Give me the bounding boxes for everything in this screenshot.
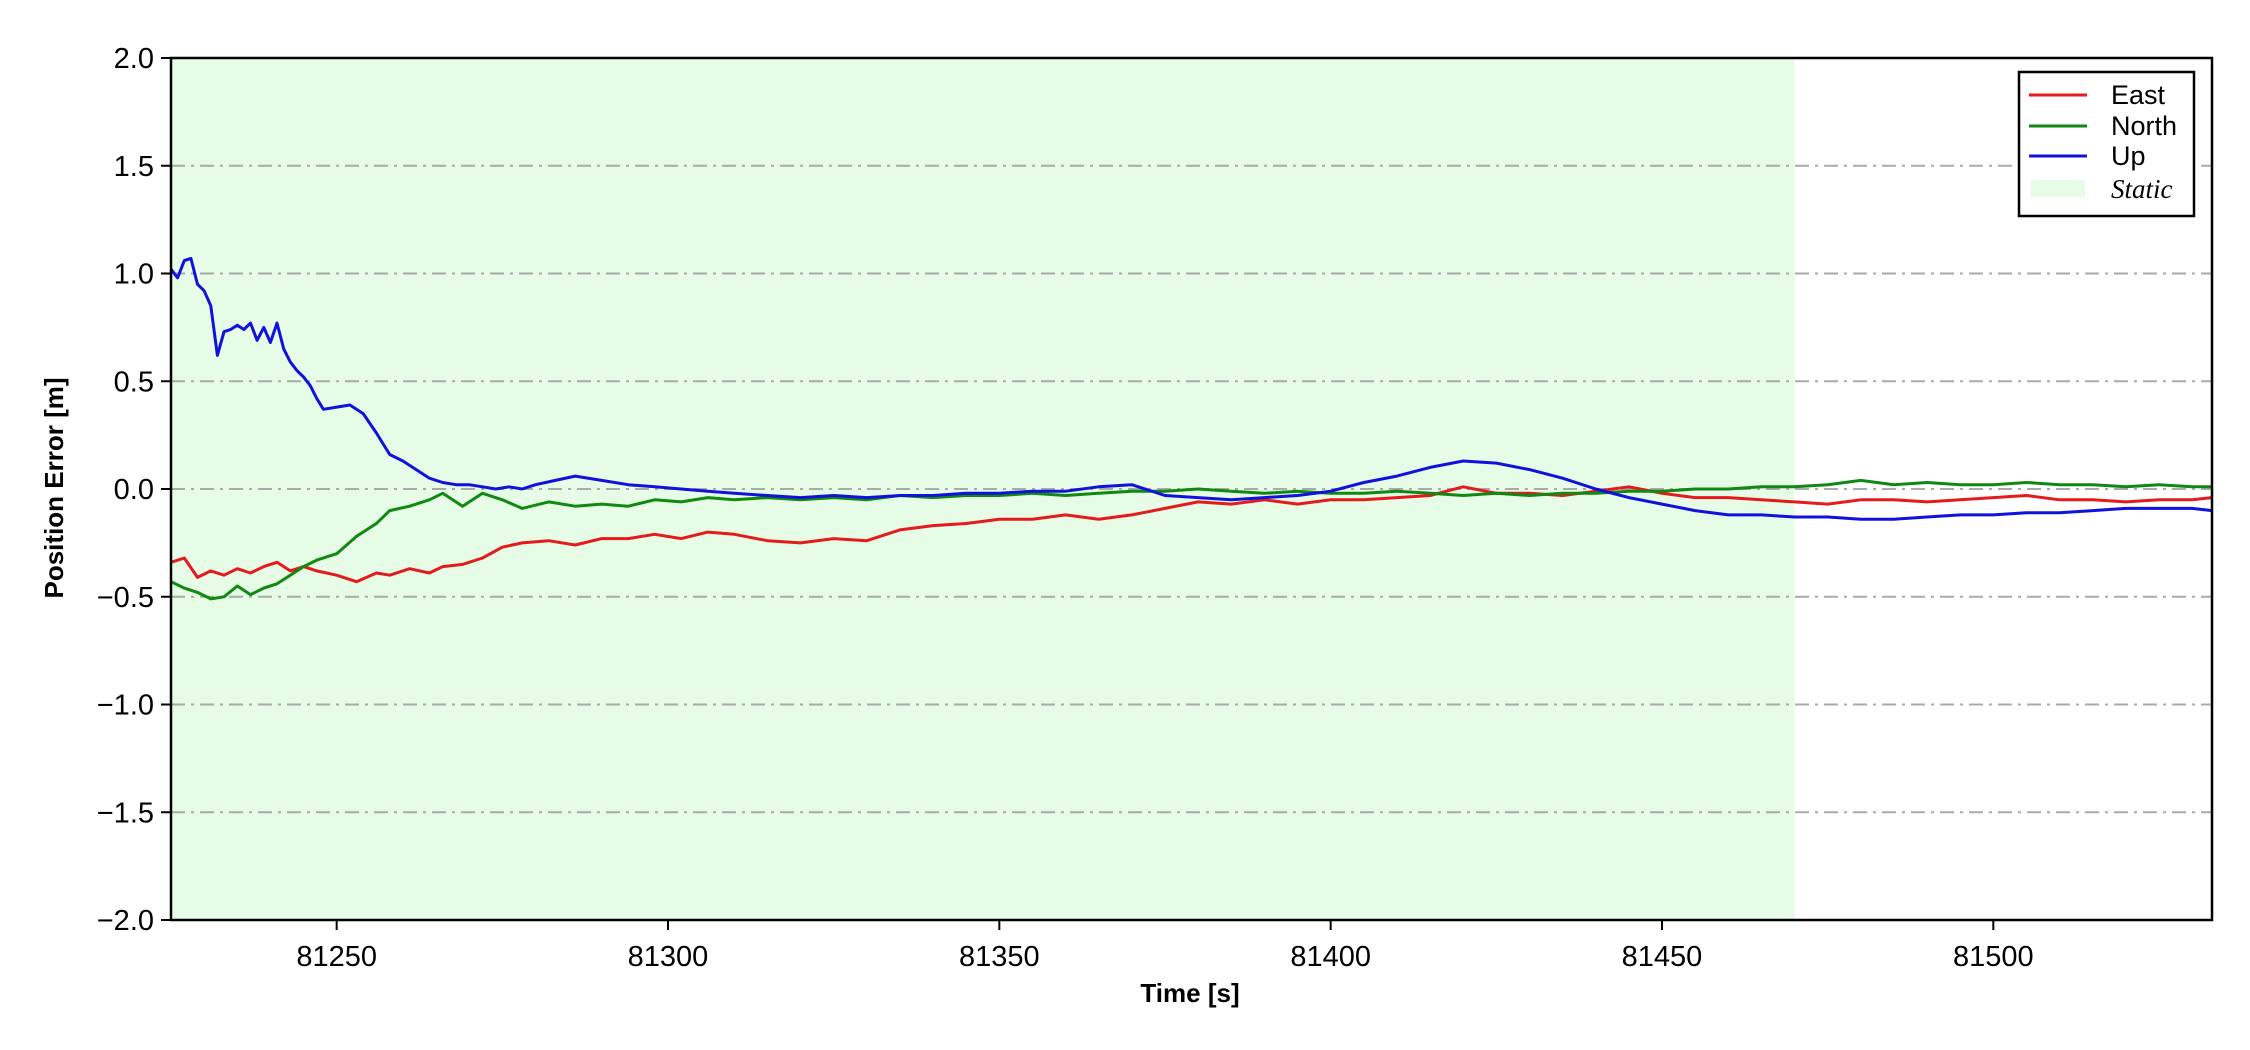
x-tick-label: 81250 [296, 941, 377, 973]
y-tick-label: −0.5 [97, 582, 154, 614]
x-tick-label: 81500 [1953, 941, 2034, 973]
legend-label-up: Up [2111, 141, 2146, 171]
y-tick-label: 0.5 [114, 366, 154, 398]
y-tick-label: −1.0 [97, 690, 154, 722]
x-tick-label: 81350 [959, 941, 1040, 973]
y-tick-label: 2.0 [114, 43, 154, 75]
x-tick-label: 81300 [628, 941, 709, 973]
legend-label-north: North [2111, 111, 2177, 141]
legend-label-east: East [2111, 80, 2166, 110]
legend-swatch-static [2031, 180, 2085, 197]
series-line-east [170, 485, 2213, 584]
y-axis-title: Position Error [m] [39, 377, 69, 598]
legend: East North Up Static [2017, 70, 2196, 218]
x-axis-ticks: 81250 81300 81350 81400 81450 81500 [296, 920, 2034, 973]
y-tick-label: 0.0 [114, 474, 154, 506]
series-lines [169, 256, 2213, 601]
x-tick-label: 81400 [1290, 941, 1371, 973]
x-axis-title: Time [s] [1140, 978, 1239, 1008]
y-tick-label: −2.0 [97, 905, 154, 937]
x-tick-label: 81450 [1622, 941, 1703, 973]
y-tick-label: 1.5 [114, 151, 154, 183]
series-line-up [169, 256, 2213, 521]
y-tick-label: 1.0 [114, 259, 154, 291]
series-line-north [170, 478, 2212, 601]
legend-label-static: Static [2111, 174, 2173, 204]
y-axis-ticks: 2.0 1.5 1.0 0.5 0.0 −0.5 −1.0 −1.5 −2.0 [97, 43, 171, 937]
y-tick-label: −1.5 [97, 797, 154, 829]
